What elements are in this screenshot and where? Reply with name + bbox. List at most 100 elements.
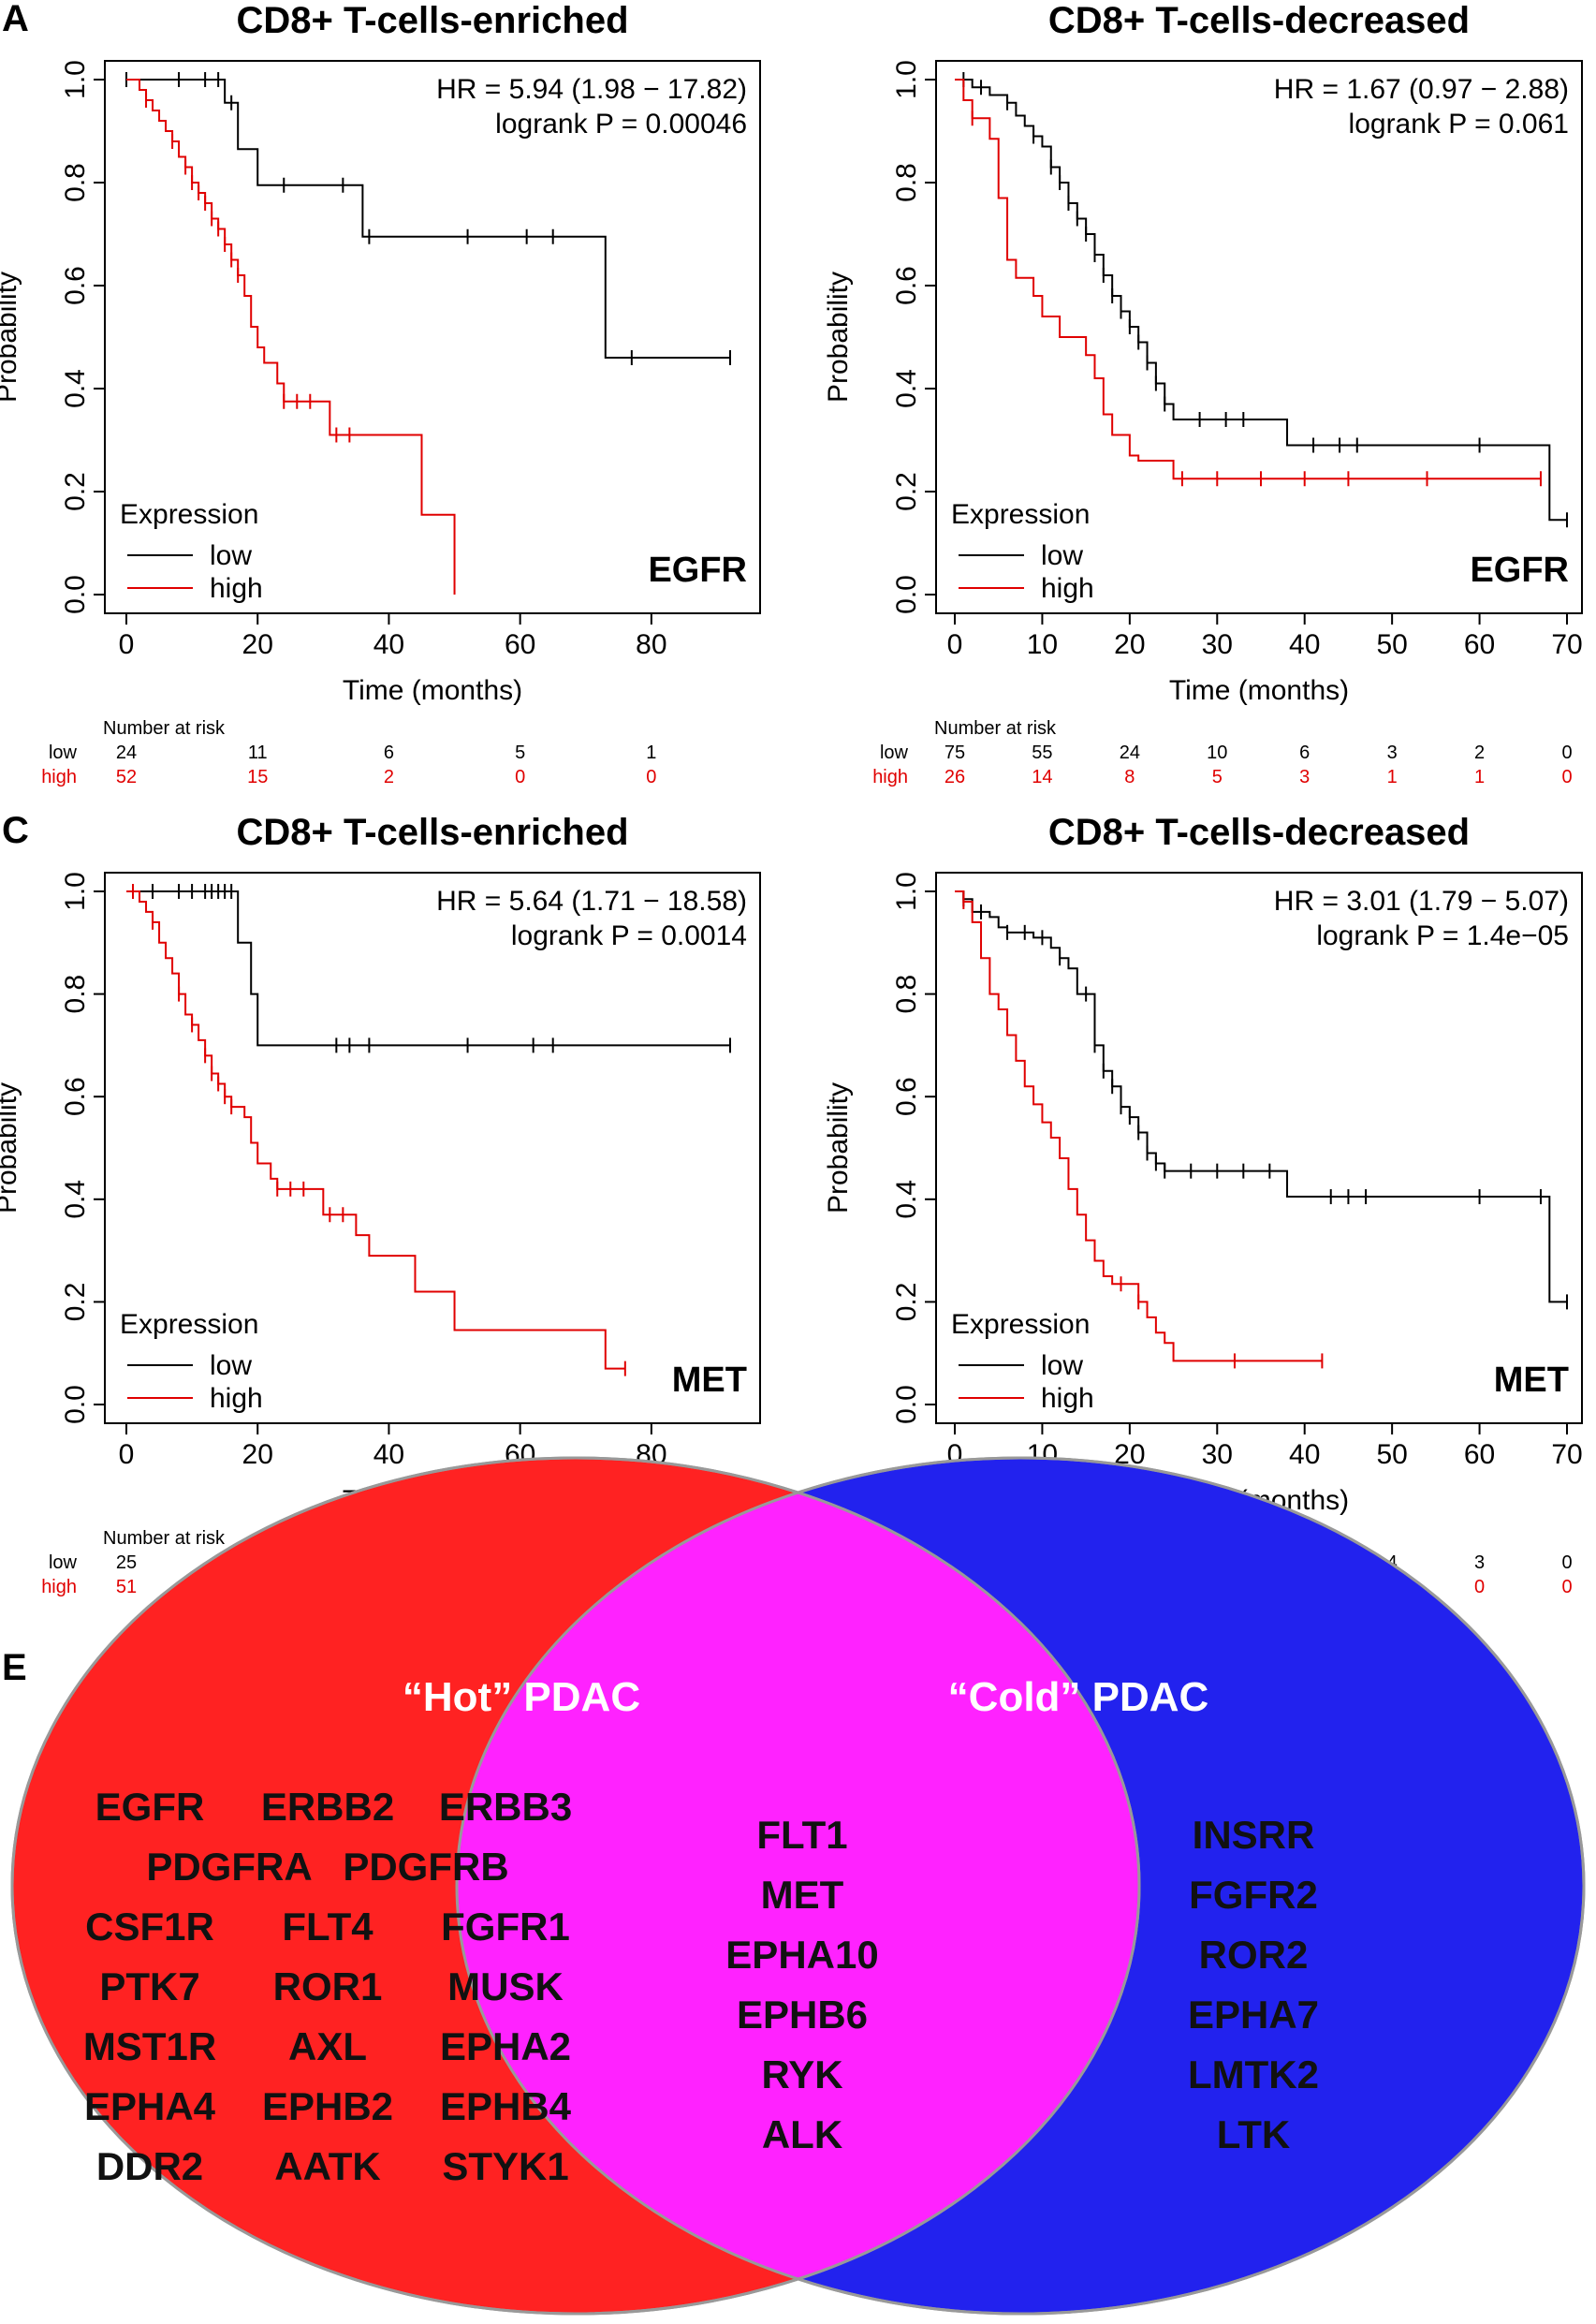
- risk-value-high: 15: [247, 767, 268, 787]
- survival-curve-high: [955, 890, 1323, 1362]
- y-tick-label: 0.2: [891, 1283, 922, 1322]
- venn-gene-hot: AXL: [288, 2024, 367, 2068]
- chart-title: CD8+ T-cells-decreased: [1048, 812, 1470, 853]
- x-axis-label: Time (months): [1169, 675, 1349, 706]
- risk-value-low: 1: [646, 743, 656, 763]
- risk-table-title: Number at risk: [934, 718, 1057, 739]
- venn-gene-hot: MST1R: [83, 2024, 216, 2068]
- risk-value-high: 0: [1561, 767, 1572, 787]
- risk-row-label-high: high: [872, 767, 908, 787]
- venn-gene-hot: ERBB3: [439, 1785, 572, 1829]
- venn-gene-shared: EPHA10: [725, 1933, 878, 1977]
- venn-gene-hot: FGFR1: [441, 1905, 570, 1949]
- km-panel-b: CD8+ T-cells-decreasedB010203040506070Ti…: [823, 0, 1583, 787]
- legend-entry-high: high: [1041, 573, 1094, 604]
- survival-curve-high: [126, 79, 456, 595]
- risk-value-high: 51: [116, 1577, 137, 1597]
- y-axis-label: Probability: [823, 272, 854, 403]
- x-tick-label: 60: [1464, 629, 1495, 660]
- gene-label: EGFR: [1470, 551, 1569, 590]
- risk-value-high: 52: [116, 767, 137, 787]
- logrank-p-text: logrank P = 0.00046: [495, 109, 747, 140]
- risk-value-high: 0: [646, 767, 656, 787]
- venn-gene-hot: EGFR: [95, 1785, 205, 1829]
- risk-table-title: Number at risk: [103, 1528, 226, 1549]
- x-tick-label: 0: [947, 629, 963, 660]
- risk-value-low: 24: [1120, 743, 1140, 763]
- venn-gene-shared: RYK: [761, 2052, 842, 2096]
- y-axis-label: Probability: [823, 1082, 854, 1213]
- survival-curve-low: [126, 890, 730, 1047]
- plot-frame: [104, 60, 761, 614]
- risk-value-low: 5: [515, 743, 525, 763]
- risk-value-high: 1: [1387, 767, 1398, 787]
- y-tick-label: 0.4: [60, 1180, 91, 1219]
- venn-gene-cold: FGFR2: [1189, 1873, 1318, 1917]
- x-tick-label: 60: [505, 629, 535, 660]
- venn-gene-hot: ERBB2: [261, 1785, 394, 1829]
- x-tick-label: 50: [1376, 1439, 1407, 1470]
- risk-value-low: 0: [1561, 743, 1572, 763]
- y-tick-label: 0.4: [891, 1180, 922, 1219]
- x-tick-label: 40: [373, 629, 404, 660]
- y-axis-label: Probability: [0, 272, 22, 403]
- venn-gene-hot: EPHA2: [440, 2024, 571, 2068]
- y-tick-label: 0.6: [60, 266, 91, 305]
- survival-curve-low: [955, 79, 1567, 522]
- risk-value-low: 75: [944, 743, 965, 763]
- gene-label: MET: [1494, 1361, 1569, 1400]
- risk-value-high: 26: [944, 767, 965, 787]
- x-tick-label: 70: [1551, 629, 1582, 660]
- venn-gene-hot: AATK: [274, 2144, 381, 2188]
- y-tick-label: 1.0: [60, 60, 91, 99]
- risk-value-low: 25: [116, 1552, 137, 1573]
- survival-curve-low: [126, 79, 730, 359]
- risk-value-low: 3: [1474, 1552, 1485, 1573]
- risk-value-high: 3: [1299, 767, 1310, 787]
- y-tick-label: 0.0: [891, 1385, 922, 1424]
- risk-value-low: 24: [116, 743, 137, 763]
- risk-value-low: 11: [248, 743, 268, 763]
- legend-title: Expression: [951, 1309, 1090, 1340]
- hazard-ratio-text: HR = 5.94 (1.98 − 17.82): [436, 74, 747, 105]
- x-axis-label: Time (months): [343, 675, 522, 706]
- venn-diagram: “Hot” PDAC “Cold” PDAC E EGFR ERBB2 ERBB3 P…: [2, 1456, 1586, 2316]
- x-tick-label: 20: [1114, 629, 1145, 660]
- panel-label: A: [2, 0, 29, 39]
- hazard-ratio-text: HR = 3.01 (1.79 − 5.07): [1274, 886, 1569, 917]
- y-tick-label: 1.0: [891, 872, 922, 911]
- y-tick-label: 0.4: [891, 369, 922, 408]
- risk-value-high: 5: [1212, 767, 1223, 787]
- x-tick-label: 40: [1289, 1439, 1320, 1470]
- venn-gene-hot: EPHA4: [84, 2084, 216, 2128]
- risk-value-high: 0: [515, 767, 525, 787]
- risk-value-low: 6: [1299, 743, 1310, 763]
- risk-value-high: 0: [1474, 1577, 1485, 1597]
- venn-gene-hot: EPHB2: [262, 2084, 393, 2128]
- hazard-ratio-text: HR = 5.64 (1.71 − 18.58): [436, 886, 747, 917]
- risk-value-low: 6: [384, 743, 394, 763]
- risk-row-label-high: high: [41, 1577, 77, 1597]
- risk-row-label-low: low: [49, 1552, 78, 1573]
- venn-right-title: “Cold” PDAC: [948, 1674, 1209, 1720]
- x-tick-label: 80: [636, 629, 666, 660]
- risk-value-low: 0: [1561, 1552, 1572, 1573]
- x-tick-label: 30: [1202, 629, 1233, 660]
- legend-entry-low: low: [210, 540, 252, 571]
- y-tick-label: 0.6: [891, 266, 922, 305]
- venn-gene-hot: ROR1: [273, 1964, 383, 2008]
- risk-value-high: 14: [1032, 767, 1052, 787]
- x-tick-label: 70: [1551, 1439, 1582, 1470]
- risk-value-high: 8: [1124, 767, 1135, 787]
- venn-gene-hot: PDGFRA: [146, 1845, 312, 1889]
- legend-entry-high: high: [210, 573, 263, 604]
- x-tick-label: 10: [1027, 629, 1058, 660]
- x-tick-label: 20: [242, 1439, 273, 1470]
- venn-gene-hot: CSF1R: [85, 1905, 214, 1949]
- y-tick-label: 0.4: [60, 369, 91, 408]
- gene-label: MET: [672, 1361, 747, 1400]
- x-tick-label: 60: [1464, 1439, 1495, 1470]
- venn-overlap: [457, 1458, 1139, 2314]
- venn-left-title: “Hot” PDAC: [403, 1674, 640, 1720]
